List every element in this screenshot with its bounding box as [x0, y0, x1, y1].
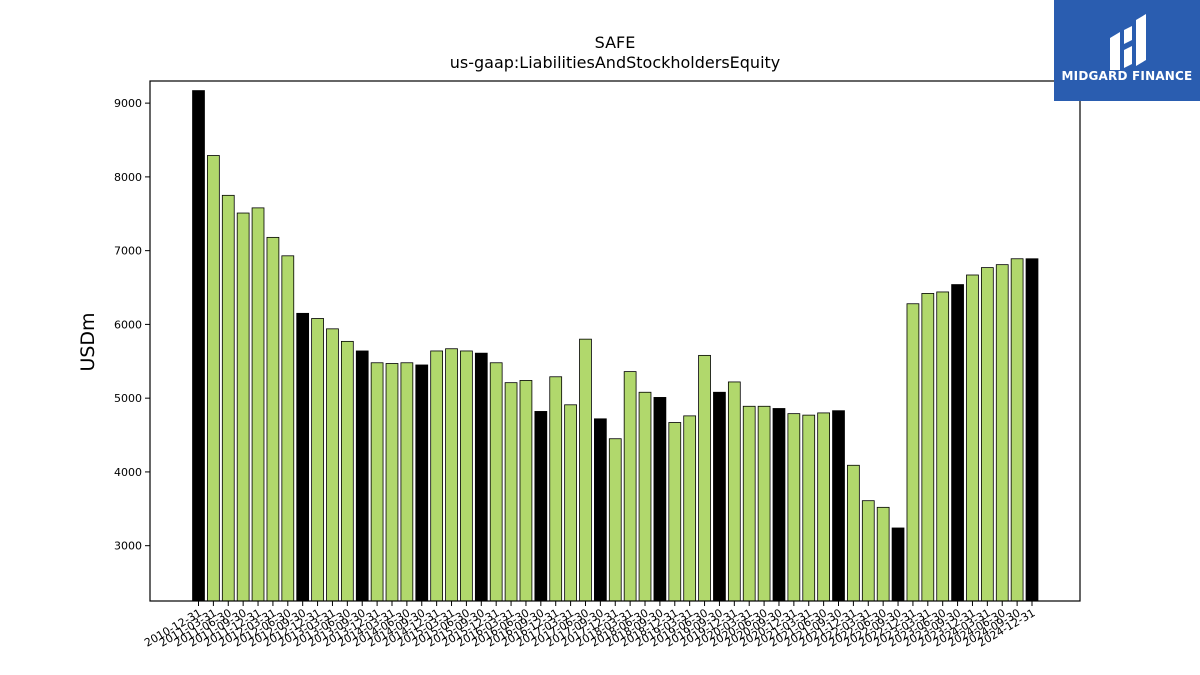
bar-2016-06-30 [519, 380, 533, 602]
bar-2016-09-30 [534, 411, 548, 602]
y-tick-label: 7000 [114, 245, 142, 258]
bar-2021-12-31 [847, 464, 860, 602]
bar-2013-03-31 [326, 328, 339, 602]
bar-2022-06-30 [876, 506, 890, 602]
bar-2019-12-31 [727, 381, 741, 602]
y-axis-ticks: 3000 4000 5000 6000 7000 8000 9000 [114, 97, 150, 553]
bar-2012-09-30 [296, 312, 310, 602]
plot-frame [149, 80, 1081, 602]
bar-2023-12-31 [966, 274, 979, 602]
bar-2016-12-31 [549, 376, 563, 602]
bars-group [192, 90, 1039, 602]
bar-2013-09-30 [355, 350, 369, 602]
bar-2017-03-31 [564, 404, 577, 602]
bar-2017-12-31 [608, 438, 622, 602]
bar-2010-12-31 [192, 90, 205, 602]
bar-2023-03-31 [921, 293, 935, 602]
bar-2017-09-30 [594, 418, 607, 602]
bar-2021-03-31 [802, 414, 816, 602]
bar-2017-06-30 [579, 338, 592, 602]
bar-2020-12-31 [787, 413, 801, 602]
midgard-finance-logo: MIDGARD FINANCE [1054, 0, 1200, 101]
bar-2012-03-31 [266, 236, 280, 602]
bar-2022-12-31 [906, 303, 920, 602]
bar-2011-03-31 [207, 155, 220, 602]
bar-2015-03-31 [445, 348, 458, 602]
bar-2020-06-30 [757, 405, 771, 602]
bar-2015-09-30 [474, 352, 488, 602]
bar-2021-09-30 [832, 410, 845, 602]
bar-2024-12-31 [1025, 258, 1039, 602]
y-tick-label: 9000 [114, 97, 142, 110]
bar-2018-06-30 [638, 391, 652, 602]
bar-2012-06-30 [281, 255, 295, 602]
y-tick-label: 3000 [114, 540, 142, 553]
bar-2011-12-31 [251, 207, 265, 602]
bar-2014-03-31 [385, 363, 399, 602]
bar-2011-06-30 [221, 194, 235, 602]
bar-2018-12-31 [668, 422, 682, 602]
bar-2024-09-30 [1010, 258, 1024, 602]
bar-2023-06-30 [936, 291, 950, 602]
bar-2013-12-31 [370, 362, 384, 602]
bar-2020-09-30 [772, 408, 786, 602]
bar-2015-12-31 [489, 362, 503, 602]
bar-2019-09-30 [713, 391, 726, 602]
y-tick-label: 5000 [114, 392, 142, 405]
bar-2021-06-30 [817, 412, 830, 602]
bar-2016-03-31 [504, 382, 518, 602]
bar-2011-09-30 [236, 212, 250, 602]
bar-2014-12-31 [430, 350, 444, 602]
y-tick-label: 4000 [114, 466, 142, 479]
y-tick-label: 6000 [114, 318, 142, 331]
x-axis-ticks: 2010-12-312011-03-312011-06-302011-09-30… [142, 601, 1038, 650]
bar-2022-09-30 [891, 527, 905, 602]
bar-2013-06-30 [340, 340, 354, 602]
bar-2022-03-31 [861, 500, 875, 602]
y-tick-label: 8000 [114, 171, 142, 184]
bar-2019-03-31 [683, 415, 697, 602]
chart-subtitle: us-gaap:LiabilitiesAndStockholdersEquity [450, 53, 781, 72]
bar-2012-12-31 [311, 318, 324, 602]
bar-2019-06-30 [698, 354, 711, 602]
bar-2018-03-31 [623, 371, 637, 602]
bar-2024-06-30 [995, 264, 1009, 602]
logo-text: MIDGARD FINANCE [1061, 69, 1193, 83]
y-axis-label: USDm [77, 312, 99, 371]
bar-2020-03-31 [742, 405, 756, 602]
bar-2015-06-30 [460, 350, 473, 602]
bar-2024-03-31 [980, 267, 994, 602]
chart-title: SAFE [595, 33, 636, 52]
bar-2014-09-30 [415, 364, 429, 602]
bar-2014-06-30 [400, 362, 414, 602]
logo-mark-icon [1110, 14, 1146, 70]
bar-2018-09-30 [653, 397, 667, 602]
bar-2023-09-30 [951, 284, 964, 602]
